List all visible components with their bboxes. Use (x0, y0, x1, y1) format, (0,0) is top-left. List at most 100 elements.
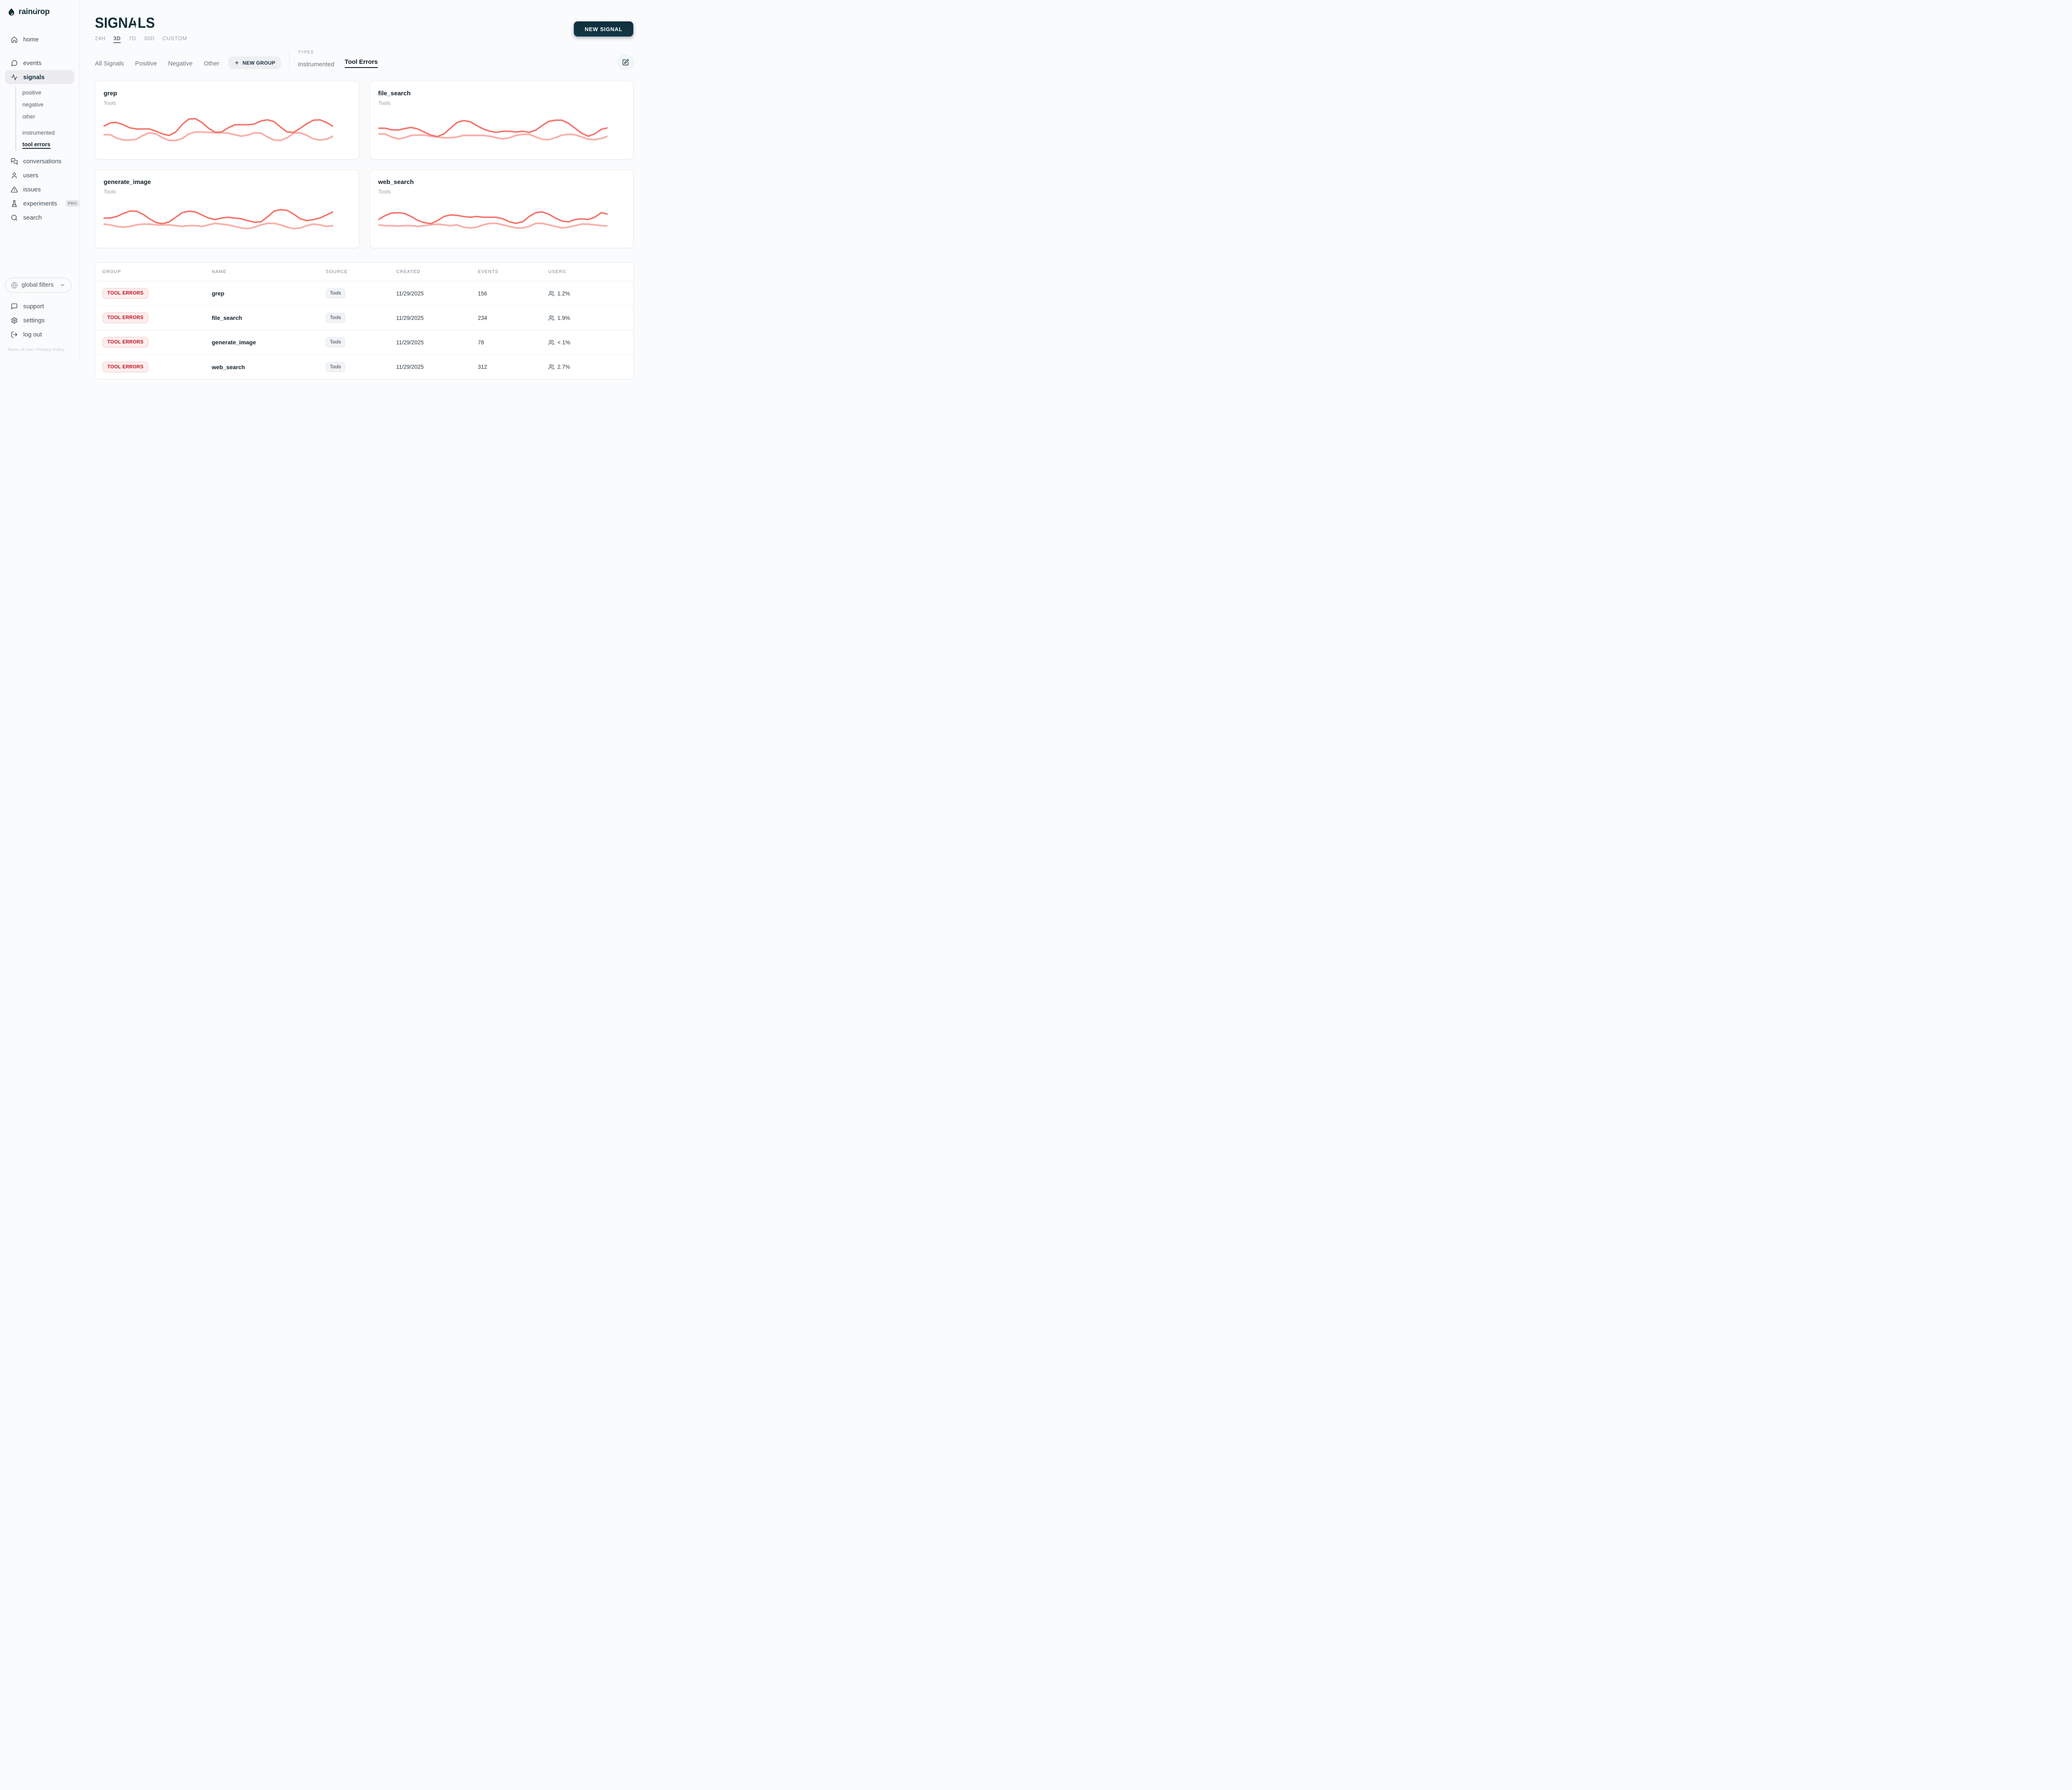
column-header-users: USERS (548, 269, 566, 274)
time-tab-30d[interactable]: 30D (144, 35, 155, 41)
group-tab-all-signals[interactable]: All Signals (95, 60, 124, 67)
signal-cards-grid: grep Tools file_search Tools generate_im… (95, 81, 634, 248)
signal-name: generate_image (212, 339, 256, 346)
sidebar: raindrop home events signals positive ne… (0, 0, 80, 358)
new-group-button[interactable]: NEW GROUP (228, 56, 281, 69)
users-percent: 1.2% (557, 290, 570, 297)
sidebar-item-events[interactable]: events (5, 56, 74, 70)
brand-logo[interactable]: raindrop (5, 7, 74, 17)
sidebar-item-experiments[interactable]: experiments PRO (5, 196, 79, 210)
users-cell: 1.2% (548, 290, 626, 297)
sidebar-item-label: conversations (23, 157, 62, 165)
time-tab-7d[interactable]: 7D (128, 35, 136, 41)
sidebar-item-settings[interactable]: settings (5, 313, 74, 327)
home-icon (11, 36, 17, 43)
sidebar-item-logout[interactable]: log out (5, 327, 74, 341)
sidebar-item-instrumented[interactable]: instrumented (22, 130, 55, 136)
time-tab-24h[interactable]: 24H (95, 35, 106, 41)
sidebar-item-label: log out (23, 331, 42, 338)
type-tab-tool-errors[interactable]: Tool Errors (344, 58, 378, 68)
sidebar-item-label: support (23, 302, 44, 310)
sidebar-item-issues[interactable]: issues (5, 182, 74, 196)
column-header-source: SOURCE (326, 269, 348, 274)
time-range-tabs: 24H 3D 7D 30D CUSTOM (95, 35, 187, 41)
card-title: web_search (378, 179, 414, 186)
group-tab-other[interactable]: Other (203, 60, 220, 67)
sidebar-item-search[interactable]: search (5, 210, 74, 225)
alert-triangle-icon (11, 186, 18, 193)
sidebar-item-users[interactable]: users (5, 168, 74, 182)
edit-pencil-icon (622, 59, 629, 65)
sidebar-item-conversations[interactable]: conversations (5, 154, 74, 168)
time-tab-3d[interactable]: 3D (113, 35, 121, 41)
user-icon (12, 172, 17, 179)
filter-row: All Signals Positive Negative Other NEW … (95, 50, 634, 70)
sidebar-item-label: experiments (23, 200, 57, 207)
sidebar-item-label: events (23, 59, 42, 67)
sidebar-item-negative[interactable]: negative (22, 102, 44, 108)
group-tab-positive[interactable]: Positive (135, 60, 157, 67)
table-row[interactable]: TOOL ERRORS file_search Tools 11/29/2025… (95, 306, 633, 330)
column-header-created: CREATED (396, 269, 421, 274)
source-badge: Tools (326, 337, 345, 347)
users-percent: 2.7% (557, 364, 570, 370)
plus-icon (235, 61, 239, 65)
types-label: TYPES (298, 50, 314, 55)
source-badge: Tools (326, 313, 345, 323)
time-tab-custom[interactable]: CUSTOM (162, 35, 187, 41)
privacy-link[interactable]: Privacy Policy (37, 347, 64, 352)
sidebar-item-tool-errors[interactable]: tool errors (22, 139, 74, 151)
sidebar-item-home[interactable]: home (5, 32, 74, 46)
group-badge: TOOL ERRORS (102, 288, 149, 299)
sidebar-item-label: users (23, 172, 39, 179)
sidebar-item-positive[interactable]: positive (22, 90, 41, 96)
card-title: generate_image (104, 179, 151, 186)
events-count: 312 (478, 364, 487, 370)
created-date: 11/29/2025 (396, 364, 424, 370)
pro-badge: PRO (65, 200, 79, 207)
users-icon (548, 315, 554, 321)
events-count: 156 (478, 290, 487, 297)
sidebar-item-support[interactable]: support (5, 299, 74, 313)
table-row[interactable]: TOOL ERRORS generate_image Tools 11/29/2… (95, 330, 633, 355)
sidebar-item-other[interactable]: other (22, 114, 35, 120)
legal-footer: Terms of Use • Privacy Policy (7, 347, 64, 352)
signal-card-web-search[interactable]: web_search Tools (369, 169, 634, 248)
created-date: 11/29/2025 (396, 314, 424, 321)
conversations-icon (11, 158, 18, 164)
users-cell: < 1% (548, 339, 626, 346)
page-title: SIGNALS (95, 16, 181, 30)
chevron-down-icon (61, 284, 65, 286)
signal-name: grep (212, 290, 225, 297)
sidebar-item-label: settings (23, 317, 45, 324)
terms-link[interactable]: Terms of Use (7, 347, 33, 352)
signal-card-grep[interactable]: grep Tools (95, 81, 359, 160)
sidebar-item-label: search (23, 214, 42, 221)
table-header: GROUP NAME SOURCE CREATED EVENTS USERS (95, 263, 633, 281)
sparkline-chart (378, 200, 608, 238)
type-tab-instrumented[interactable]: Instrumented (298, 61, 334, 68)
users-percent: 1.9% (557, 314, 570, 321)
sidebar-item-signals[interactable]: signals (5, 70, 74, 84)
gear-icon (11, 317, 17, 324)
users-icon (548, 364, 554, 370)
card-subtitle: Tools (378, 100, 391, 106)
card-title: file_search (378, 90, 411, 97)
users-percent: < 1% (557, 339, 571, 346)
table-row[interactable]: TOOL ERRORS grep Tools 11/29/2025 156 1.… (95, 281, 633, 306)
signal-name: web_search (212, 363, 245, 370)
group-badge: TOOL ERRORS (102, 312, 149, 323)
table-row[interactable]: TOOL ERRORS web_search Tools 11/29/2025 … (95, 355, 633, 379)
raindrop-icon (8, 8, 15, 16)
card-subtitle: Tools (104, 100, 116, 106)
edit-signals-button[interactable] (617, 55, 634, 70)
signal-card-file-search[interactable]: file_search Tools (369, 81, 634, 160)
group-tab-negative[interactable]: Negative (168, 60, 193, 67)
group-badge: TOOL ERRORS (102, 361, 149, 373)
card-subtitle: Tools (104, 189, 116, 195)
signal-card-generate-image[interactable]: generate_image Tools (95, 169, 359, 248)
global-filters-dropdown[interactable]: global filters (5, 278, 71, 293)
sidebar-item-label: home (23, 36, 39, 43)
new-signal-button[interactable]: NEW SIGNAL (573, 21, 634, 37)
support-chat-icon (11, 303, 17, 310)
